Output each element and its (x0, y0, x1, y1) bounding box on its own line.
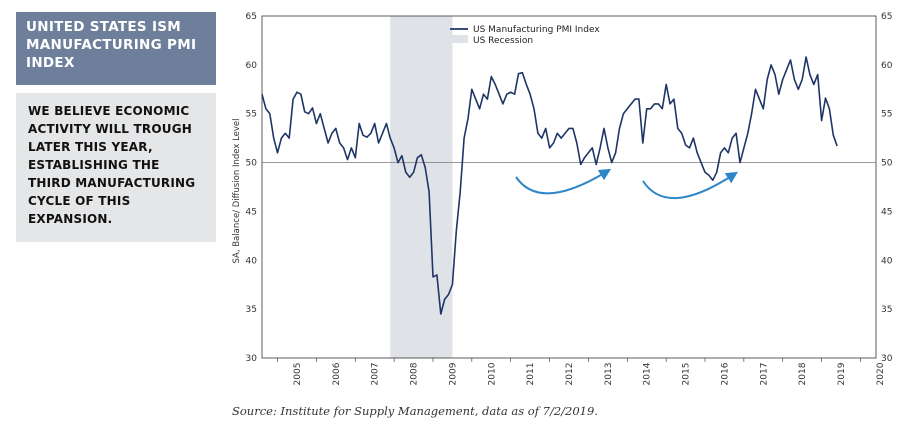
x-tick-2009: 2009 (448, 362, 458, 385)
trough-arrow-2 (642, 171, 739, 200)
x-tick-2018: 2018 (798, 362, 808, 385)
legend-label-pmi: US Manufacturing PMI Index (473, 25, 600, 35)
x-tick-2020: 2020 (876, 362, 886, 385)
x-tick-2019: 2019 (837, 362, 847, 385)
y-tick-right-30: 30 (881, 354, 893, 364)
y-tick-right-65: 65 (881, 12, 892, 22)
callout-text: WE BELIEVE ECONOMIC ACTIVITY WILL TROUGH… (16, 93, 216, 242)
y-axis-right: 30 35 40 45 50 55 60 65 (881, 12, 893, 364)
y-tick-right-40: 40 (881, 256, 893, 266)
y-tick-left-45: 45 (246, 207, 257, 217)
x-tick-2013: 2013 (604, 363, 614, 386)
y-axis-left: 30 35 40 45 50 55 60 65 (246, 12, 258, 364)
y-tick-right-60: 60 (881, 61, 893, 71)
y-tick-left-50: 50 (246, 159, 258, 169)
x-tick-2005: 2005 (293, 363, 303, 386)
y-tick-left-40: 40 (246, 256, 258, 266)
x-tick-2012: 2012 (565, 363, 575, 386)
y-tick-left-30: 30 (246, 354, 258, 364)
legend: US Manufacturing PMI Index US Recession (450, 25, 600, 46)
x-tick-2015: 2015 (682, 363, 692, 386)
y-tick-right-55: 55 (881, 110, 892, 120)
pmi-series-line (261, 56, 838, 315)
x-tick-2011: 2011 (526, 363, 536, 386)
y-tick-left-65: 65 (246, 12, 257, 22)
y-tick-left-60: 60 (246, 61, 258, 71)
y-tick-right-45: 45 (881, 207, 892, 217)
recession-band (390, 16, 453, 358)
x-tick-2006: 2006 (332, 362, 342, 385)
source-note: Source: Institute for Supply Management,… (232, 404, 598, 418)
y-axis-label: SA, Balance/ Diffusion Index Level (232, 118, 242, 263)
x-tick-2010: 2010 (487, 362, 497, 385)
y-tick-left-55: 55 (246, 110, 257, 120)
plot-frame (261, 15, 877, 359)
x-tick-2007: 2007 (371, 363, 381, 386)
x-tick-2008: 2008 (410, 362, 420, 385)
legend-swatch-recession (450, 35, 468, 43)
legend-label-recession: US Recession (473, 36, 533, 46)
y-tick-right-50: 50 (881, 159, 893, 169)
x-tick-2017: 2017 (759, 363, 769, 386)
trough-arrow-1 (515, 168, 612, 195)
x-axis: 2005 2006 2007 2008 2009 2010 2011 2012 2013 2014… (277, 358, 886, 386)
x-tick-2014: 2014 (643, 362, 653, 385)
chart-title: UNITED STATES ISM MANUFACTURING PMI INDE… (16, 12, 216, 85)
y-tick-left-35: 35 (246, 305, 257, 315)
x-tick-2016: 2016 (720, 362, 730, 385)
y-tick-right-35: 35 (881, 305, 892, 315)
